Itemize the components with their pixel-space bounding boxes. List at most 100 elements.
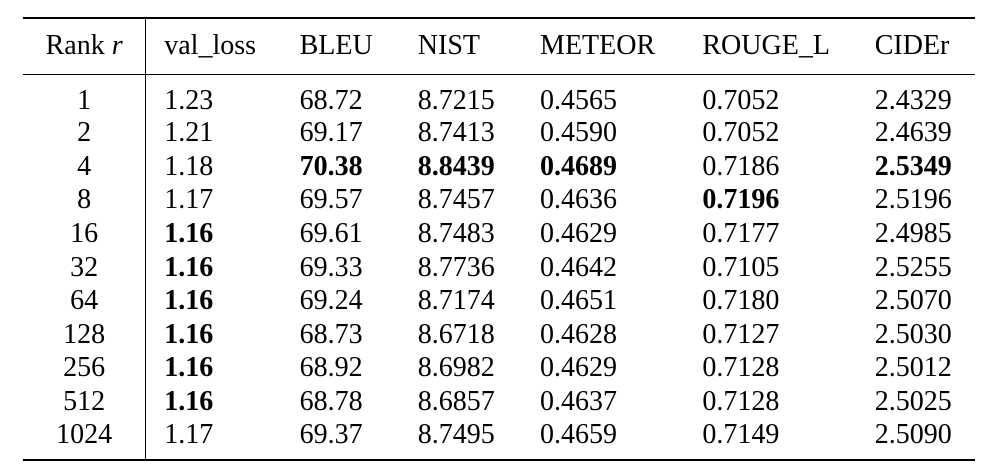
cell-cider: 2.5349 — [874, 150, 952, 182]
cell-rank: 64 — [23, 284, 147, 319]
cell-rank: 2 — [23, 116, 147, 151]
cell-bleu: 69.57 — [299, 184, 363, 216]
cell-meteor: 0.4629 — [540, 352, 618, 384]
cell-rouge: 0.7052 — [702, 117, 780, 149]
cell-rank: 4 — [23, 150, 147, 184]
cell-rouge: 0.7128 — [702, 352, 780, 384]
cell-nist: 8.7495 — [417, 418, 495, 450]
cell-rouge: 0.7052 — [702, 84, 780, 116]
header-bleu: BLEU — [299, 18, 418, 75]
cell-rouge: 0.7177 — [702, 218, 780, 250]
cell-cider: 2.4985 — [874, 218, 952, 250]
cell-cider: 2.5196 — [874, 184, 952, 216]
cell-val-loss: 1.16 — [164, 218, 214, 250]
cell-val-loss: 1.17 — [164, 184, 214, 216]
cell-rouge: 0.7128 — [702, 386, 780, 418]
table-row: 128 1.16 68.73 8.6718 0.4628 0.7127 2.5030 — [23, 318, 975, 352]
table-row: 2 1.21 69.17 8.7413 0.4590 0.7052 2.4639 — [23, 116, 975, 151]
table-row: 1024 1.17 69.37 8.7495 0.4659 0.7149 2.5090 — [23, 418, 975, 460]
table-row: 16 1.16 69.61 8.7483 0.4629 0.7177 2.4985 — [23, 217, 975, 251]
cell-rouge: 0.7180 — [702, 285, 780, 317]
cell-cider: 2.5070 — [874, 285, 952, 317]
header-val-loss: val_loss — [145, 18, 300, 75]
table-row: 64 1.16 69.24 8.7174 0.4651 0.7180 2.5070 — [23, 284, 975, 319]
cell-cider: 2.5012 — [874, 352, 952, 384]
table-row: 1 1.23 68.72 8.7215 0.4565 0.7052 2.4329 — [23, 74, 975, 117]
cell-rouge: 0.7127 — [702, 318, 780, 350]
cell-meteor: 0.4659 — [540, 418, 618, 450]
cell-cider: 2.5090 — [874, 418, 952, 450]
cell-nist: 8.8439 — [417, 150, 495, 182]
header-nist: NIST — [417, 18, 541, 75]
header-rouge-l: ROUGE_L — [702, 18, 875, 75]
cell-bleu: 69.24 — [299, 285, 363, 317]
cell-cider: 2.5025 — [874, 386, 952, 418]
cell-meteor: 0.4689 — [540, 150, 618, 182]
cell-cider: 2.5030 — [874, 318, 952, 350]
cell-bleu: 68.72 — [299, 84, 363, 116]
cell-bleu: 68.78 — [299, 386, 363, 418]
cell-meteor: 0.4642 — [540, 251, 618, 283]
cell-rank: 256 — [23, 351, 147, 386]
table-body: 1 1.23 68.72 8.7215 0.4565 0.7052 2.4329 2 1.21 6… — [23, 74, 975, 460]
cell-rank: 1024 — [23, 418, 147, 460]
table-row: 8 1.17 69.57 8.7457 0.4636 0.7196 2.5196 — [23, 183, 975, 218]
cell-val-loss: 1.23 — [164, 84, 214, 116]
cell-nist: 8.6982 — [417, 352, 495, 384]
cell-rank: 16 — [23, 217, 147, 251]
header-rank-label: Rank — [45, 30, 105, 62]
cell-meteor: 0.4637 — [540, 386, 618, 418]
cell-val-loss: 1.16 — [164, 285, 214, 317]
cell-meteor: 0.4565 — [540, 84, 618, 116]
cell-nist: 8.7483 — [417, 218, 495, 250]
cell-bleu: 69.33 — [299, 251, 363, 283]
cell-rouge: 0.7186 — [702, 150, 780, 182]
cell-bleu: 68.92 — [299, 352, 363, 384]
cell-val-loss: 1.16 — [164, 318, 214, 350]
cell-meteor: 0.4636 — [540, 184, 618, 216]
cell-val-loss: 1.21 — [164, 117, 214, 149]
cell-bleu: 69.61 — [299, 218, 363, 250]
cell-cider: 2.4639 — [874, 117, 952, 149]
cell-val-loss: 1.16 — [164, 251, 214, 283]
header-meteor: METEOR — [540, 18, 703, 75]
cell-meteor: 0.4628 — [540, 318, 618, 350]
cell-nist: 8.7174 — [417, 285, 495, 317]
cell-nist: 8.7736 — [417, 251, 495, 283]
table-header: Rank r val_loss BLEU NIST METEOR ROUGE_L… — [23, 18, 975, 75]
header-rank-variable: r — [111, 30, 123, 62]
cell-nist: 8.6718 — [417, 318, 495, 350]
cell-rouge: 0.7196 — [702, 184, 780, 216]
cell-nist: 8.7215 — [417, 84, 495, 116]
cell-rank: 512 — [23, 385, 147, 419]
cell-val-loss: 1.16 — [164, 386, 214, 418]
header-rank: Rank r — [23, 18, 147, 75]
table-row: 4 1.18 70.38 8.8439 0.4689 0.7186 2.5349 — [23, 150, 975, 184]
cell-rouge: 0.7105 — [702, 251, 780, 283]
cell-meteor: 0.4590 — [540, 117, 618, 149]
cell-rank: 32 — [23, 250, 147, 285]
cell-nist: 8.7413 — [417, 117, 495, 149]
cell-meteor: 0.4651 — [540, 285, 618, 317]
header-cider: CIDEr — [874, 18, 975, 75]
cell-cider: 2.4329 — [874, 84, 952, 116]
cell-rank: 128 — [23, 318, 147, 352]
cell-nist: 8.6857 — [417, 386, 495, 418]
cell-rouge: 0.7149 — [702, 418, 780, 450]
cell-rank: 8 — [23, 183, 147, 218]
cell-bleu: 70.38 — [299, 150, 363, 182]
cell-val-loss: 1.17 — [164, 418, 214, 450]
cell-cider: 2.5255 — [874, 251, 952, 283]
table-row: 32 1.16 69.33 8.7736 0.4642 0.7105 2.5255 — [23, 250, 975, 285]
results-table: Rank r val_loss BLEU NIST METEOR ROUGE_L… — [23, 17, 975, 461]
header-row: Rank r val_loss BLEU NIST METEOR ROUGE_L… — [23, 18, 975, 75]
cell-val-loss: 1.16 — [164, 352, 214, 384]
results-table-container: Rank r val_loss BLEU NIST METEOR ROUGE_L… — [23, 17, 975, 461]
cell-rank: 1 — [23, 74, 147, 117]
table-row: 256 1.16 68.92 8.6982 0.4629 0.7128 2.5012 — [23, 351, 975, 386]
cell-val-loss: 1.18 — [164, 150, 214, 182]
cell-bleu: 68.73 — [299, 318, 363, 350]
cell-nist: 8.7457 — [417, 184, 495, 216]
cell-meteor: 0.4629 — [540, 218, 618, 250]
cell-bleu: 69.17 — [299, 117, 363, 149]
